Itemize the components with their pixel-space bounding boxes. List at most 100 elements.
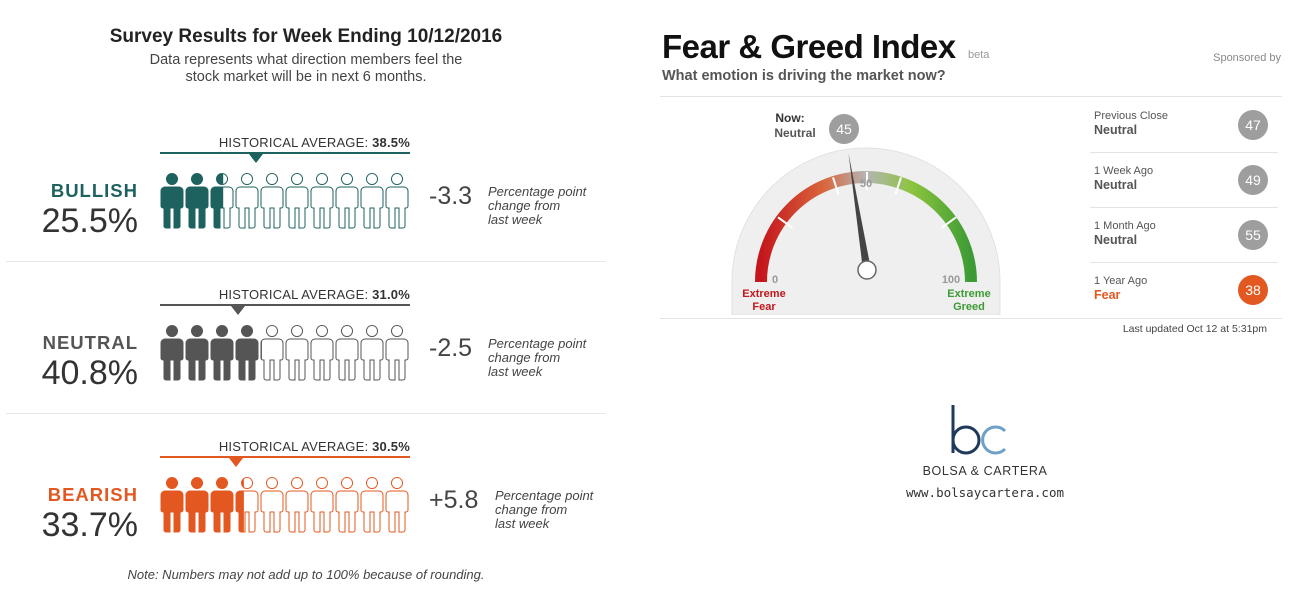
sentiment-row-neutral: HISTORICAL AVERAGE: 31.0% NEUTRAL 40.8% …: [6, 264, 606, 414]
weekly-change-note: Percentage point change from last week: [488, 337, 586, 379]
logo-website-url: www.bolsaycartera.com: [905, 485, 1065, 500]
fear-greed-gauge: 0 50 100 Extreme Fear Extreme Greed Now:…: [731, 111, 1001, 315]
history-state: Fear: [1094, 288, 1121, 302]
sentiment-row-bearish: HISTORICAL AVERAGE: 30.5% BEARISH 33.7% …: [6, 416, 606, 566]
history-value-badge: 55: [1238, 220, 1268, 250]
person-icon: [335, 325, 359, 381]
gauge-scale-max: 100: [942, 274, 960, 286]
last-updated: Last updated Oct 12 at 5:31pm: [1122, 323, 1267, 335]
history-value-badge: 47: [1238, 110, 1268, 140]
historical-average-prefix: HISTORICAL AVERAGE:: [218, 439, 369, 454]
change-note-line3: last week: [488, 212, 543, 227]
beta-badge: beta: [968, 49, 990, 61]
survey-panel: Survey Results for Week Ending 10/12/201…: [0, 0, 612, 589]
historical-average-line: [160, 304, 410, 306]
now-state: Neutral: [774, 126, 815, 140]
sentiment-percent: 33.7%: [41, 506, 138, 544]
history-state: Neutral: [1094, 178, 1138, 192]
gauge-needle-hub: [857, 260, 877, 280]
person-icon: [310, 477, 334, 533]
person-icon: [310, 173, 334, 229]
person-icon: [360, 325, 384, 381]
bolsa-cartera-logo: BOLSA & CARTERA www.bolsaycartera.com: [890, 400, 1080, 510]
person-icon: [260, 325, 284, 381]
survey-subtitle-line2: stock market will be in next 6 months.: [185, 69, 427, 85]
logo-company-name: BOLSA & CARTERA: [922, 464, 1048, 478]
history-state: Neutral: [1094, 233, 1138, 247]
extreme-greed-label-2: Greed: [953, 301, 985, 313]
person-icon: [260, 477, 284, 533]
historical-average-marker: [229, 458, 244, 467]
history-1-month-ago: 1 Month Ago Neutral 55: [1090, 209, 1278, 263]
now-value-badge: [829, 114, 859, 144]
fear-greed-title: Fear & Greed Index: [662, 28, 956, 65]
sentiment-percent: 25.5%: [41, 202, 138, 240]
person-icon: [285, 173, 309, 229]
people-icon-row: [160, 172, 414, 238]
weekly-change-note: Percentage point change from last week: [488, 185, 586, 227]
person-icon: [385, 173, 409, 229]
bottom-divider: [660, 318, 1282, 319]
person-icon: [235, 173, 259, 229]
person-icon: [285, 477, 309, 533]
weekly-change-value: +5.8: [429, 486, 479, 514]
gauge-ticks: [777, 172, 957, 229]
gauge-tick: [894, 177, 902, 195]
change-note-line2: change from: [495, 502, 568, 517]
person-icon: [210, 173, 234, 229]
person-icon: [185, 477, 209, 533]
gauge-tick: [777, 216, 794, 229]
rounding-footnote: Note: Numbers may not add up to 100% bec…: [127, 567, 485, 582]
person-icon: [385, 477, 409, 533]
top-divider: [660, 96, 1282, 97]
person-icon: [160, 173, 184, 229]
history-label: 1 Year Ago: [1094, 275, 1148, 287]
historical-average-prefix: HISTORICAL AVERAGE:: [218, 287, 369, 302]
person-icon: [160, 325, 184, 381]
historical-average-label: HISTORICAL AVERAGE: 38.5%: [160, 135, 410, 150]
survey-subtitle-line1: Data represents what direction members f…: [149, 52, 463, 68]
survey-subtitle: Data represents what direction members f…: [0, 52, 612, 86]
change-note-line1: Percentage point: [495, 488, 594, 503]
history-value-badge: 38: [1238, 275, 1268, 305]
change-note-line1: Percentage point: [488, 184, 587, 199]
person-icon: [335, 477, 359, 533]
person-icon: [310, 325, 334, 381]
extreme-fear-label-1: Extreme: [742, 288, 785, 300]
people-icon-row: [160, 476, 414, 542]
historical-average-marker: [230, 306, 245, 315]
historical-average-label: HISTORICAL AVERAGE: 30.5%: [160, 439, 410, 454]
history-1-week-ago: 1 Week Ago Neutral 49: [1090, 154, 1278, 208]
sentiment-label: BEARISH: [47, 484, 138, 505]
person-icon: [360, 477, 384, 533]
sentiment-label: NEUTRAL: [42, 332, 138, 353]
history-label: 1 Week Ago: [1094, 165, 1154, 177]
history-label: 1 Month Ago: [1094, 220, 1156, 232]
person-icon: [335, 173, 359, 229]
sponsored-by: Sponsored by: [1213, 52, 1281, 64]
change-note-line1: Percentage point: [488, 336, 587, 351]
change-note-line3: last week: [488, 364, 543, 379]
historical-average-value: 30.5%: [372, 439, 410, 454]
now-value: 45: [836, 121, 852, 137]
history-previous-close: Previous Close Neutral 47: [1090, 99, 1278, 153]
person-icon: [185, 173, 209, 229]
historical-average-line: [160, 152, 410, 154]
person-icon: [235, 325, 259, 381]
person-icon: [160, 477, 184, 533]
historical-average-label: HISTORICAL AVERAGE: 31.0%: [160, 287, 410, 302]
history-label: Previous Close: [1094, 110, 1168, 122]
extreme-fear-label-2: Fear: [752, 301, 776, 313]
person-icon: [210, 325, 234, 381]
historical-average-value: 31.0%: [372, 287, 410, 302]
history-1-year-ago: 1 Year Ago Fear 38: [1090, 264, 1278, 318]
gauge-tick: [832, 177, 840, 195]
gauge-scale-mid: 50: [860, 178, 872, 190]
gauge-scale-min: 0: [772, 274, 778, 286]
person-icon: [285, 325, 309, 381]
change-note-line3: last week: [495, 516, 550, 531]
now-label: Now:: [775, 111, 804, 125]
person-icon: [235, 477, 259, 533]
sentiment-percent: 40.8%: [41, 354, 138, 392]
gauge-needle: [848, 153, 871, 271]
